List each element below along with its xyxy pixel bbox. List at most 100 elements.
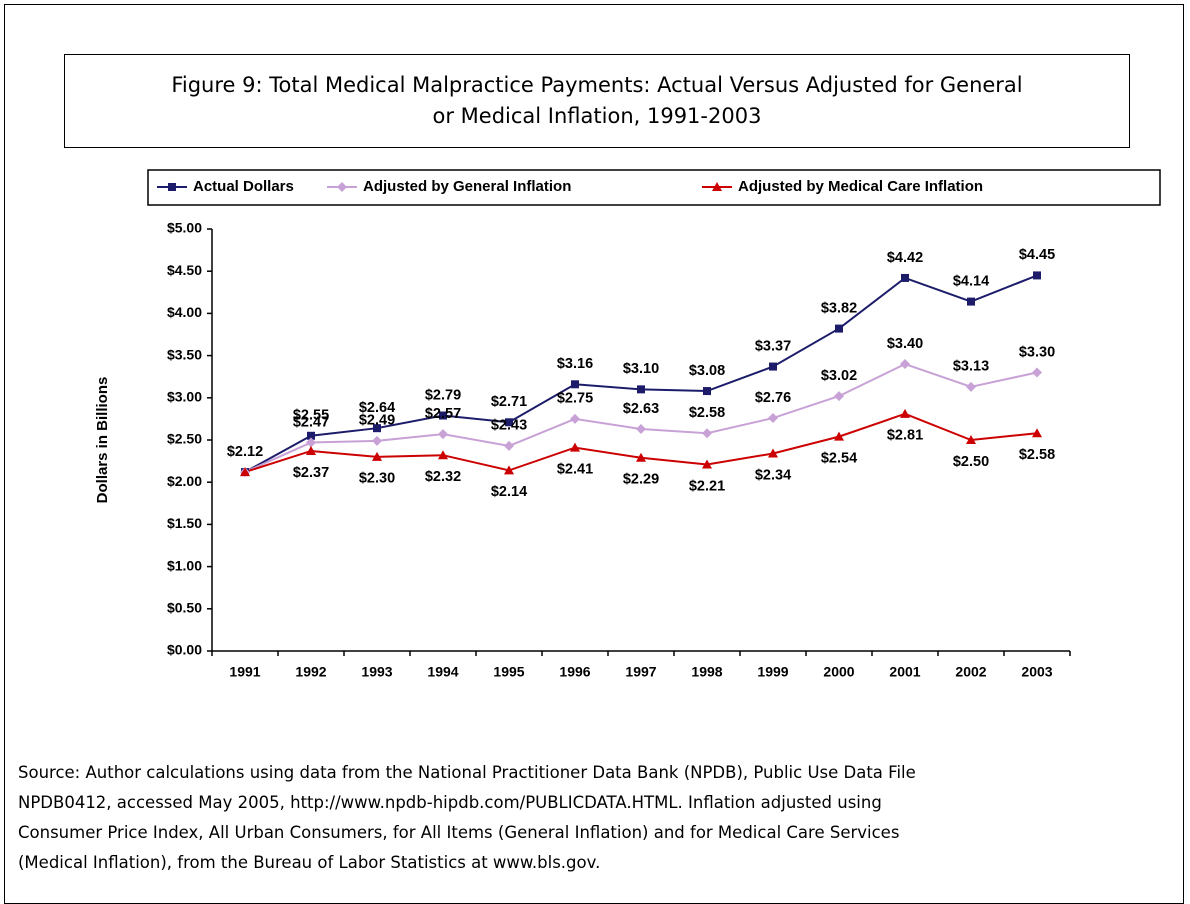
data-label: $4.42 [887,250,923,266]
data-label: $2.64 [359,400,395,416]
x-tick-label: 2001 [889,664,920,680]
legend-marker [337,182,347,192]
data-point [372,435,382,446]
y-tick-label: $5.00 [167,220,202,236]
data-label: $2.71 [491,394,527,410]
y-tick-label: $3.00 [167,389,202,405]
data-point [1032,367,1042,378]
data-label: $3.40 [887,336,923,352]
data-label: $2.21 [689,478,725,494]
y-tick-label: $2.50 [167,431,202,447]
data-point [768,413,778,424]
data-point [439,411,447,420]
chart-title: Figure 9: Total Medical Malpractice Paym… [171,73,1023,128]
data-point [504,440,514,451]
data-point [900,408,910,418]
data-point [835,324,843,333]
data-label: $2.81 [887,428,923,444]
data-point [900,359,910,370]
x-tick-label: 1993 [361,664,392,680]
x-tick-label: 2002 [955,664,986,680]
data-point [1032,428,1042,438]
x-tick-label: 2003 [1021,664,1052,680]
data-label: $4.45 [1019,247,1055,263]
data-point [637,385,645,394]
y-axis-label: Dollars in Billions [94,377,111,504]
data-point [306,437,316,448]
data-point [768,448,778,458]
data-label: $3.13 [953,359,989,375]
data-point [702,459,712,469]
data-label: $2.37 [293,465,329,481]
y-tick-label: $0.50 [167,600,202,616]
data-point [636,424,646,435]
y-tick-label: $1.50 [167,515,202,531]
data-label: $2.63 [623,401,659,417]
data-point [438,429,448,440]
data-point [438,450,448,460]
y-tick-label: $3.50 [167,346,202,362]
x-tick-label: 1995 [493,664,524,680]
data-point [834,431,844,441]
data-point [306,445,316,455]
data-point [571,380,579,389]
x-tick-label: 1991 [229,664,260,680]
legend-label: Adjusted by Medical Care Inflation [738,178,983,195]
data-point [769,362,777,371]
data-label: $2.75 [557,391,593,407]
data-point [240,467,250,477]
data-point [373,424,381,433]
x-tick-label: 1997 [625,664,656,680]
data-label: $2.41 [557,461,593,477]
data-point [504,465,514,475]
y-tick-label: $4.00 [167,304,202,320]
data-label: $2.43 [491,418,527,434]
data-label: $2.79 [425,387,461,403]
data-point [570,413,580,424]
x-tick-label: 1994 [427,664,458,680]
legend-label: Adjusted by General Inflation [363,178,571,195]
y-tick-label: $0.00 [167,642,202,658]
legend-marker [168,183,176,191]
data-label: $2.14 [491,484,527,500]
y-tick-label: $1.00 [167,557,202,573]
legend-marker [712,182,722,191]
data-label: $2.58 [1019,447,1055,463]
data-point [966,381,976,392]
legend-label: Actual Dollars [193,178,294,195]
data-label: $3.30 [1019,344,1055,360]
y-tick-label: $2.00 [167,473,202,489]
data-point [570,442,580,452]
data-label: $2.12 [227,444,263,460]
data-point [307,431,315,440]
data-label: $3.10 [623,361,659,377]
data-label: $2.50 [953,454,989,470]
x-tick-label: 1996 [559,664,590,680]
data-label: $2.58 [689,405,725,421]
legend-box [147,169,1161,206]
x-tick-label: 2000 [823,664,854,680]
data-label: $2.49 [359,413,395,429]
data-label: $2.32 [425,469,461,485]
data-point [636,452,646,462]
data-point [703,387,711,396]
data-label: $4.14 [953,273,989,289]
x-tick-label: 1999 [757,664,788,680]
data-label: $3.02 [821,368,857,384]
data-label: $2.76 [755,390,791,406]
data-label: $2.55 [293,408,329,424]
title-box: Figure 9: Total Medical Malpractice Paym… [64,54,1130,148]
data-label: $2.34 [755,467,791,483]
data-point [702,428,712,439]
data-label: $2.47 [293,414,329,430]
data-point [1033,271,1041,280]
data-label: $2.54 [821,450,857,466]
data-label: $2.29 [623,472,659,488]
x-tick-label: 1998 [691,664,722,680]
data-label: $2.30 [359,471,395,487]
data-point [372,451,382,461]
data-point [967,297,975,306]
data-point [505,418,513,427]
